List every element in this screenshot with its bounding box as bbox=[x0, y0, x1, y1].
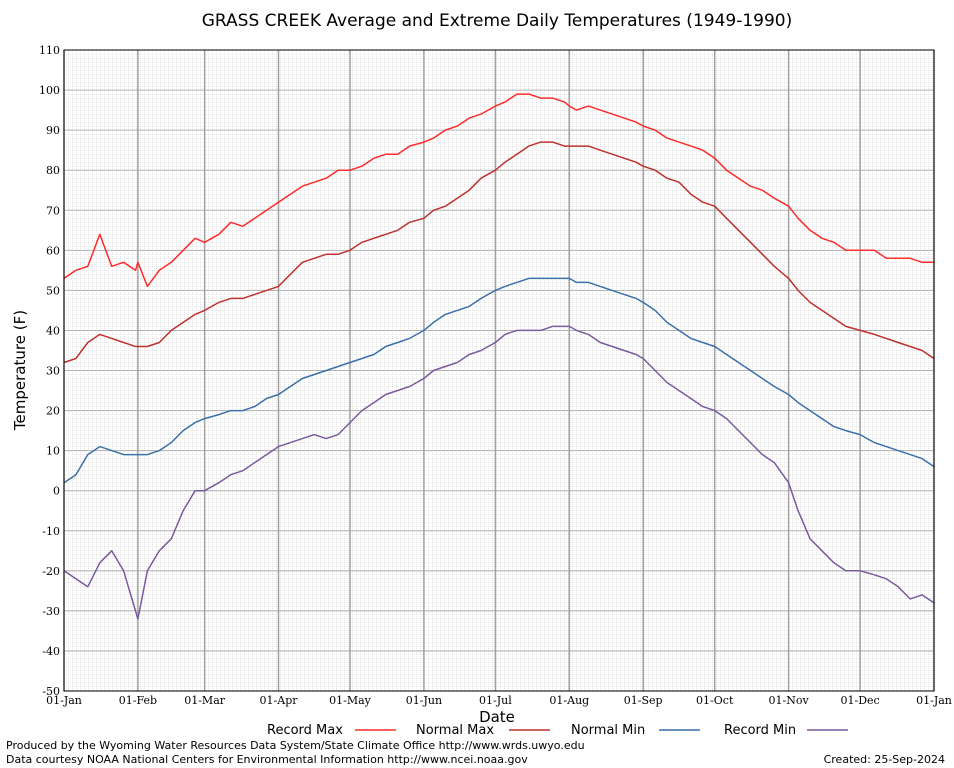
x-tick-label: 01-Jan bbox=[46, 694, 82, 707]
y-tick-label: -20 bbox=[42, 565, 60, 578]
x-tick-label: 01-Sep bbox=[624, 694, 663, 707]
footer-data-source: Data courtesy NOAA National Centers for … bbox=[6, 753, 528, 766]
series-line-record-min bbox=[63, 325, 935, 620]
series-line-normal-min bbox=[63, 277, 935, 484]
y-tick-label: 40 bbox=[46, 324, 60, 337]
y-tick-label: 10 bbox=[46, 445, 60, 458]
x-tick-label: 01-Jun bbox=[406, 694, 442, 707]
footer-created: Created: 25-Sep-2024 bbox=[824, 753, 945, 766]
y-tick-label: 90 bbox=[46, 124, 60, 137]
y-tick-label: 70 bbox=[46, 204, 60, 217]
y-axis-label: Temperature (F) bbox=[11, 310, 29, 431]
plot-frame bbox=[63, 49, 935, 692]
series-line-normal-max bbox=[63, 141, 935, 364]
x-tick-label: 01-Mar bbox=[184, 694, 226, 707]
legend-label-record-min: Record Min bbox=[724, 723, 796, 738]
legend: Record Max Normal Max Normal Min Record … bbox=[267, 723, 848, 738]
y-tick-label: 110 bbox=[39, 44, 60, 57]
x-tick-label: 01-Oct bbox=[696, 694, 734, 707]
x-tick-label: 01-Nov bbox=[769, 694, 810, 707]
x-tick-label: 01-Jan bbox=[916, 694, 952, 707]
series-line-record-max bbox=[63, 93, 934, 288]
footer-producer: Produced by the Wyoming Water Resources … bbox=[6, 739, 585, 752]
x-tick-label: 01-Feb bbox=[119, 694, 157, 707]
major-grid bbox=[63, 49, 935, 692]
y-tick-label: 80 bbox=[46, 164, 60, 177]
y-tick-label: -40 bbox=[42, 645, 60, 658]
y-tick-label: 20 bbox=[46, 405, 60, 418]
legend-label-normal-max: Normal Max bbox=[416, 723, 494, 738]
x-axis-ticks: 01-Jan 01-Feb 01-Mar 01-Apr 01-May 01-Jun 01-J… bbox=[46, 694, 952, 707]
x-tick-label: 01-Aug bbox=[549, 694, 589, 707]
series-layer bbox=[63, 93, 935, 620]
y-tick-label: 100 bbox=[39, 84, 60, 97]
y-tick-label: 60 bbox=[46, 244, 60, 257]
x-tick-label: 01-May bbox=[329, 694, 372, 707]
x-tick-label: 01-Apr bbox=[260, 694, 299, 707]
x-axis-label: Date bbox=[479, 708, 515, 726]
legend-label-normal-min: Normal Min bbox=[571, 723, 645, 738]
x-tick-label: 01-Dec bbox=[841, 694, 880, 707]
y-tick-label: 50 bbox=[46, 284, 60, 297]
legend-label-record-max: Record Max bbox=[267, 723, 343, 738]
chart-title: GRASS CREEK Average and Extreme Daily Te… bbox=[202, 11, 792, 31]
y-tick-label: 30 bbox=[46, 365, 60, 378]
y-tick-label: -50 bbox=[42, 685, 60, 698]
y-tick-label: -10 bbox=[42, 525, 60, 538]
y-tick-label: 0 bbox=[53, 485, 60, 498]
y-tick-label: -30 bbox=[42, 605, 60, 618]
x-tick-label: 01-Jul bbox=[479, 694, 512, 707]
